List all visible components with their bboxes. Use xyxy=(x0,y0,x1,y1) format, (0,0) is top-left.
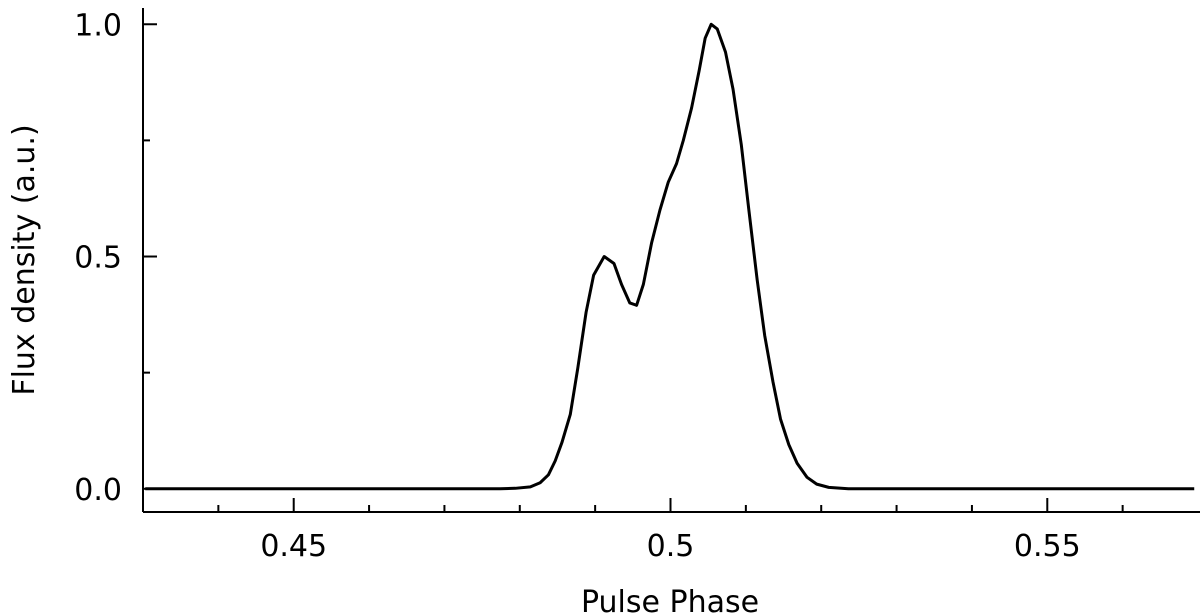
x-tick-label: 0.5 xyxy=(647,529,695,564)
x-tick-label: 0.55 xyxy=(1014,529,1081,564)
y-tick-label: 0.5 xyxy=(74,241,122,276)
y-tick-label: 0.0 xyxy=(74,473,122,508)
y-tick-label: 1.0 xyxy=(74,8,122,43)
line-series xyxy=(145,22,1195,491)
x-axis-label: Pulse Phase xyxy=(581,585,759,614)
y-axis-label: Flux density (a.u.) xyxy=(7,124,42,395)
x-tick-label: 0.45 xyxy=(260,529,327,564)
